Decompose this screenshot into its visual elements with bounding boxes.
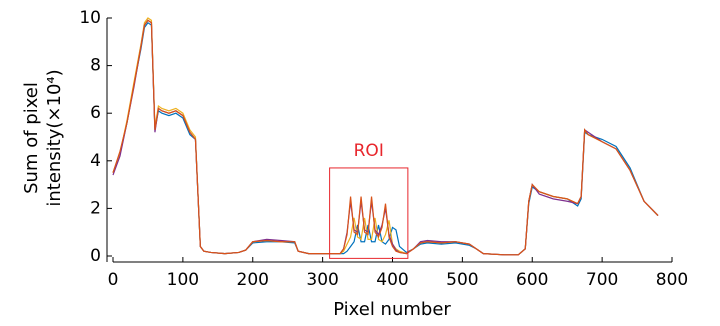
y-axis-label: Sum of pixel <box>21 82 42 194</box>
x-tick-label: 600 <box>516 270 548 290</box>
y-tick-label: 0 <box>90 246 101 266</box>
x-tick-label: 400 <box>376 270 408 290</box>
y-axis-label: intensity(×10⁴) <box>44 69 65 206</box>
y-tick-label: 2 <box>90 198 101 218</box>
y-tick-label: 6 <box>90 103 101 123</box>
y-tick-label: 4 <box>90 151 101 171</box>
x-tick-label: 800 <box>656 270 688 290</box>
y-tick-label: 8 <box>90 56 101 76</box>
x-tick-label: 100 <box>167 270 199 290</box>
x-tick-label: 700 <box>586 270 618 290</box>
y-tick-label: 10 <box>79 8 101 28</box>
x-tick-label: 300 <box>306 270 338 290</box>
data-line <box>112 17 659 256</box>
x-axis-label: Pixel number <box>333 299 451 320</box>
roi-box <box>329 167 409 259</box>
data-line <box>112 19 659 256</box>
x-tick-label: 500 <box>446 270 478 290</box>
x-tick-label: 200 <box>237 270 269 290</box>
roi-label: ROI <box>354 141 384 161</box>
x-tick-label: 0 <box>108 270 119 290</box>
